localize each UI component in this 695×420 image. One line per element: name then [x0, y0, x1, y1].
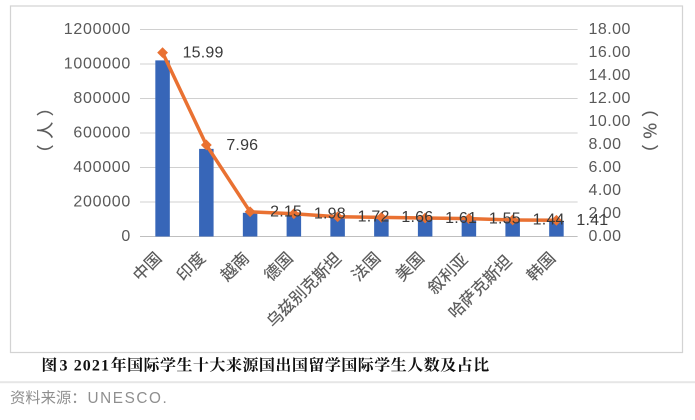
svg-text:15.99: 15.99	[183, 44, 224, 61]
svg-text:6.00: 6.00	[589, 159, 622, 176]
svg-text:3 2021: 3 2021	[60, 358, 111, 375]
svg-text:1.41: 1.41	[576, 212, 608, 229]
svg-text:2.15: 2.15	[270, 204, 302, 221]
svg-text:4.00: 4.00	[589, 182, 622, 199]
svg-text:1.72: 1.72	[358, 209, 390, 226]
svg-text:10.00: 10.00	[589, 113, 631, 130]
svg-text:200000: 200000	[73, 194, 131, 211]
svg-text:16.00: 16.00	[589, 44, 631, 61]
svg-text:0: 0	[121, 228, 131, 245]
svg-text:7.96: 7.96	[226, 137, 258, 154]
svg-text:0.00: 0.00	[589, 228, 622, 245]
svg-text:600000: 600000	[73, 125, 131, 142]
svg-text:800000: 800000	[73, 90, 131, 107]
svg-text:12.00: 12.00	[589, 90, 631, 107]
svg-text:18.00: 18.00	[589, 21, 631, 38]
svg-text:1.55: 1.55	[489, 210, 521, 227]
svg-text:1000000: 1000000	[64, 56, 131, 73]
svg-text:1.44: 1.44	[533, 212, 565, 229]
svg-text:400000: 400000	[73, 159, 131, 176]
svg-text:8.00: 8.00	[589, 136, 622, 153]
svg-text:1.66: 1.66	[401, 209, 433, 226]
svg-text:1.61: 1.61	[445, 210, 477, 227]
svg-text:1200000: 1200000	[64, 21, 131, 38]
svg-text:1.98: 1.98	[314, 206, 346, 223]
svg-text:UNESCO.: UNESCO.	[88, 390, 169, 407]
svg-text:2.00: 2.00	[589, 205, 622, 222]
svg-text:14.00: 14.00	[589, 67, 631, 84]
